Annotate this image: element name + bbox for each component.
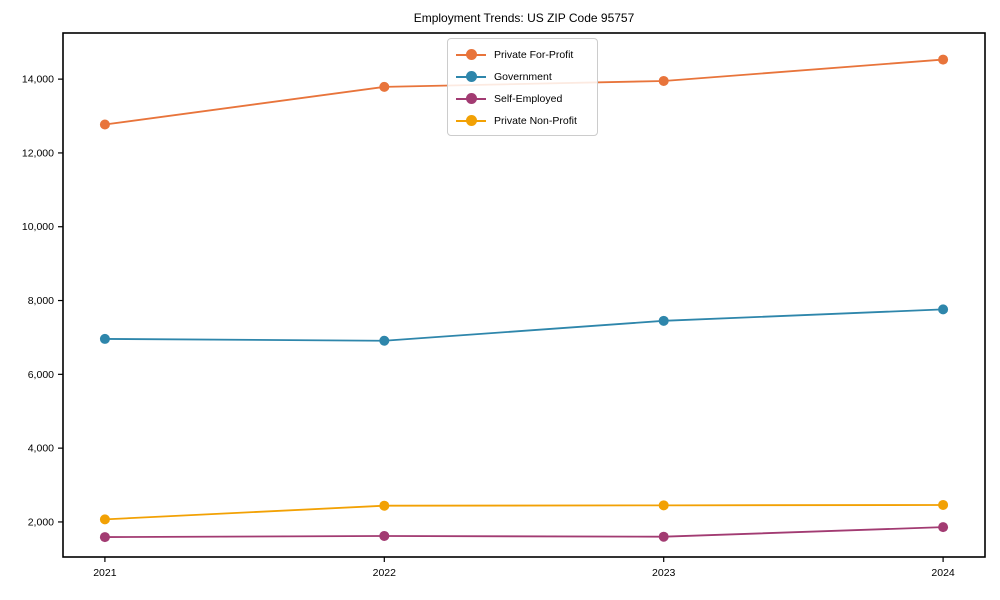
line-marker-icon xyxy=(456,93,486,104)
chart-title: Employment Trends: US ZIP Code 95757 xyxy=(413,11,635,25)
legend-label: Government xyxy=(494,70,552,83)
line-marker-icon xyxy=(456,49,486,60)
data-point xyxy=(99,333,110,344)
x-tick-label: 2024 xyxy=(931,567,955,579)
x-tick-label: 2023 xyxy=(652,567,676,579)
y-tick-label: 4,000 xyxy=(28,443,54,455)
data-point xyxy=(99,514,110,525)
y-tick-label: 10,000 xyxy=(22,221,54,233)
data-point xyxy=(99,119,110,130)
data-point xyxy=(658,315,669,326)
y-tick-label: 8,000 xyxy=(28,295,54,307)
series-line xyxy=(104,308,944,342)
series-line xyxy=(104,504,944,521)
x-tick-label: 2021 xyxy=(93,567,117,579)
x-tick-label: 2022 xyxy=(373,567,397,579)
legend: Private For-Profit Government Self-Emplo… xyxy=(447,38,598,136)
data-point xyxy=(658,531,669,542)
line-marker-icon xyxy=(456,71,486,82)
legend-item-private-for-profit: Private For-Profit xyxy=(456,45,589,64)
y-tick-label: 14,000 xyxy=(22,74,54,86)
data-point xyxy=(379,81,390,92)
series-line xyxy=(104,526,944,538)
data-point xyxy=(938,54,949,65)
plot-frame xyxy=(62,32,986,558)
data-point xyxy=(938,522,949,533)
legend-label: Private Non-Profit xyxy=(494,114,577,127)
y-tick-label: 2,000 xyxy=(28,516,54,528)
data-point xyxy=(658,500,669,511)
data-point xyxy=(938,499,949,510)
data-point xyxy=(99,532,110,543)
legend-label: Self-Employed xyxy=(494,92,563,105)
y-tick-label: 6,000 xyxy=(28,369,54,381)
y-tick-label: 12,000 xyxy=(22,147,54,159)
data-point xyxy=(938,304,949,315)
line-marker-icon xyxy=(456,115,486,126)
data-point xyxy=(379,335,390,346)
legend-label: Private For-Profit xyxy=(494,48,574,61)
legend-item-self-employed: Self-Employed xyxy=(456,89,589,108)
data-point xyxy=(658,75,669,86)
legend-item-private-non-profit: Private Non-Profit xyxy=(456,111,589,130)
data-point xyxy=(379,530,390,541)
data-point xyxy=(379,500,390,511)
legend-item-government: Government xyxy=(456,67,589,86)
